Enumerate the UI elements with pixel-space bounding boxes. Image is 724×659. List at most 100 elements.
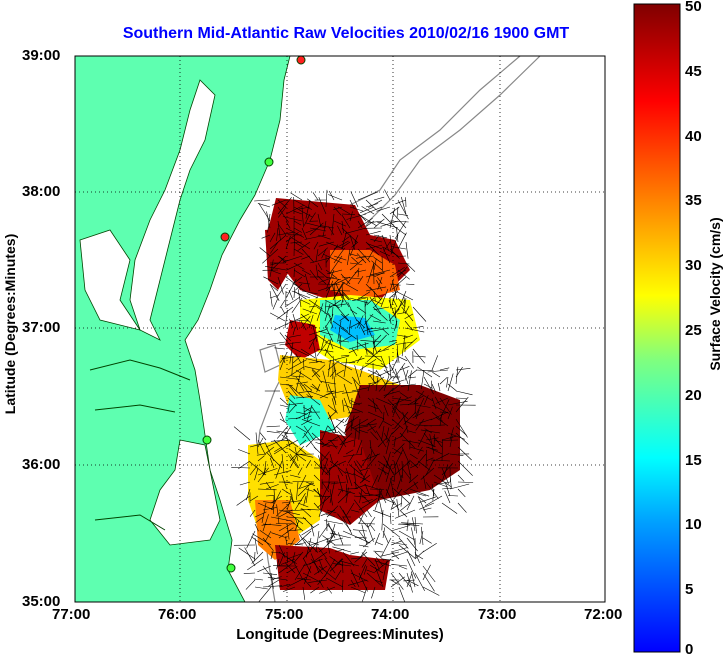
velocity-arrow (290, 313, 310, 324)
velocity-arrow (305, 487, 309, 504)
velocity-arrow (281, 434, 299, 448)
velocity-arrow (369, 488, 385, 490)
velocity-arrow (319, 276, 335, 283)
velocity-arrow (367, 262, 375, 284)
velocity-arrow (388, 340, 397, 343)
velocity-arrow (269, 283, 280, 301)
x-axis-label: Longitude (Degrees:Minutes) (236, 626, 444, 643)
velocity-arrow (311, 368, 321, 378)
velocity-arrow (296, 481, 299, 500)
velocity-arrow (318, 539, 334, 553)
velocity-arrow (383, 387, 394, 399)
velocity-arrow (325, 241, 344, 250)
velocity-arrow (390, 246, 407, 250)
velocity-arrow (422, 537, 432, 544)
velocity-arrow (356, 341, 374, 355)
velocity-arrow (447, 495, 459, 497)
velocity-arrow (352, 418, 369, 429)
velocity-arrow (419, 530, 424, 545)
velocity-arrow (357, 522, 376, 525)
velocity-arrow (362, 586, 368, 602)
velocity-arrow (360, 340, 382, 343)
velocity-arrow (415, 369, 434, 372)
velocity-arrow (282, 216, 303, 222)
velocity-arrow (339, 560, 360, 567)
velocity-arrow (324, 558, 336, 574)
velocity-arrow (375, 404, 383, 414)
velocity-arrow (412, 306, 427, 322)
velocity-arrow (233, 426, 251, 441)
velocity-arrow (282, 255, 303, 263)
velocity-arrow (280, 306, 286, 315)
velocity-arrow (305, 227, 319, 234)
velocity-arrow (295, 370, 302, 392)
velocity-arrow (345, 487, 349, 504)
velocity-arrow (303, 558, 312, 574)
velocity-arrow (435, 397, 449, 404)
velocity-arrow (368, 327, 390, 333)
velocity-arrow (257, 467, 269, 483)
velocity-arrow (318, 241, 335, 247)
velocity-arrow (257, 439, 266, 455)
velocity-arrow (359, 488, 363, 503)
velocity-arrow (374, 489, 383, 511)
velocity-arrow (347, 248, 351, 266)
velocity-arrow (351, 348, 358, 357)
velocity-arrow (257, 468, 278, 476)
velocity-arrow (262, 514, 269, 532)
velocity-arrow (311, 369, 323, 384)
velocity-arrow (325, 269, 338, 279)
velocity-arrow (304, 234, 327, 240)
velocity-arrow (369, 449, 373, 462)
velocity-arrow (299, 383, 305, 392)
velocity-arrow (375, 430, 387, 448)
velocity-arrow (395, 199, 407, 205)
velocity-arrow (279, 332, 294, 350)
velocity-arrow (264, 441, 275, 462)
velocity-arrow (400, 510, 408, 518)
velocity-arrow (391, 552, 400, 560)
velocity-arrow (441, 464, 449, 483)
velocity-arrow (385, 451, 391, 469)
velocity-arrow (292, 560, 304, 581)
velocity-arrow (455, 397, 467, 399)
velocity-arrow (356, 291, 371, 301)
velocity-arrow (457, 488, 466, 498)
velocity-arrow (422, 565, 436, 583)
velocity-arrow (373, 235, 380, 243)
velocity-arrow (447, 373, 454, 392)
velocity-arrow (340, 327, 357, 340)
velocity-arrow (347, 302, 358, 322)
velocity-arrow (363, 537, 376, 548)
velocity-arrow (340, 362, 356, 364)
velocity-arrow (350, 191, 359, 208)
velocity-arrow (328, 226, 335, 236)
velocity-arrow (317, 546, 328, 560)
velocity-arrow (292, 375, 305, 378)
velocity-arrow (293, 227, 302, 233)
colorbar-tick: 10 (685, 516, 702, 533)
velocity-arrow (372, 341, 378, 354)
velocity-arrow (359, 474, 371, 484)
velocity-arrow (455, 432, 469, 445)
velocity-arrow (318, 330, 334, 336)
velocity-arrow (277, 197, 292, 215)
velocity-arrow (404, 355, 414, 369)
velocity-arrow (400, 383, 417, 387)
velocity-arrow (396, 291, 414, 301)
velocity-arrow (418, 496, 427, 504)
velocity-arrow (303, 579, 312, 588)
velocity-arrow (403, 334, 414, 339)
velocity-arrow (284, 296, 301, 308)
velocity-arrow (324, 299, 340, 309)
velocity-arrow (381, 327, 390, 336)
velocity-arrow (329, 255, 343, 274)
velocity-arrow (309, 227, 327, 232)
velocity-arrow (349, 258, 364, 271)
velocity-arrow (422, 564, 431, 581)
velocity-arrow (398, 565, 408, 570)
velocity-arrow (251, 551, 264, 564)
velocity-arrow (336, 373, 353, 385)
velocity-arrow (278, 552, 285, 567)
velocity-arrow (279, 404, 289, 408)
